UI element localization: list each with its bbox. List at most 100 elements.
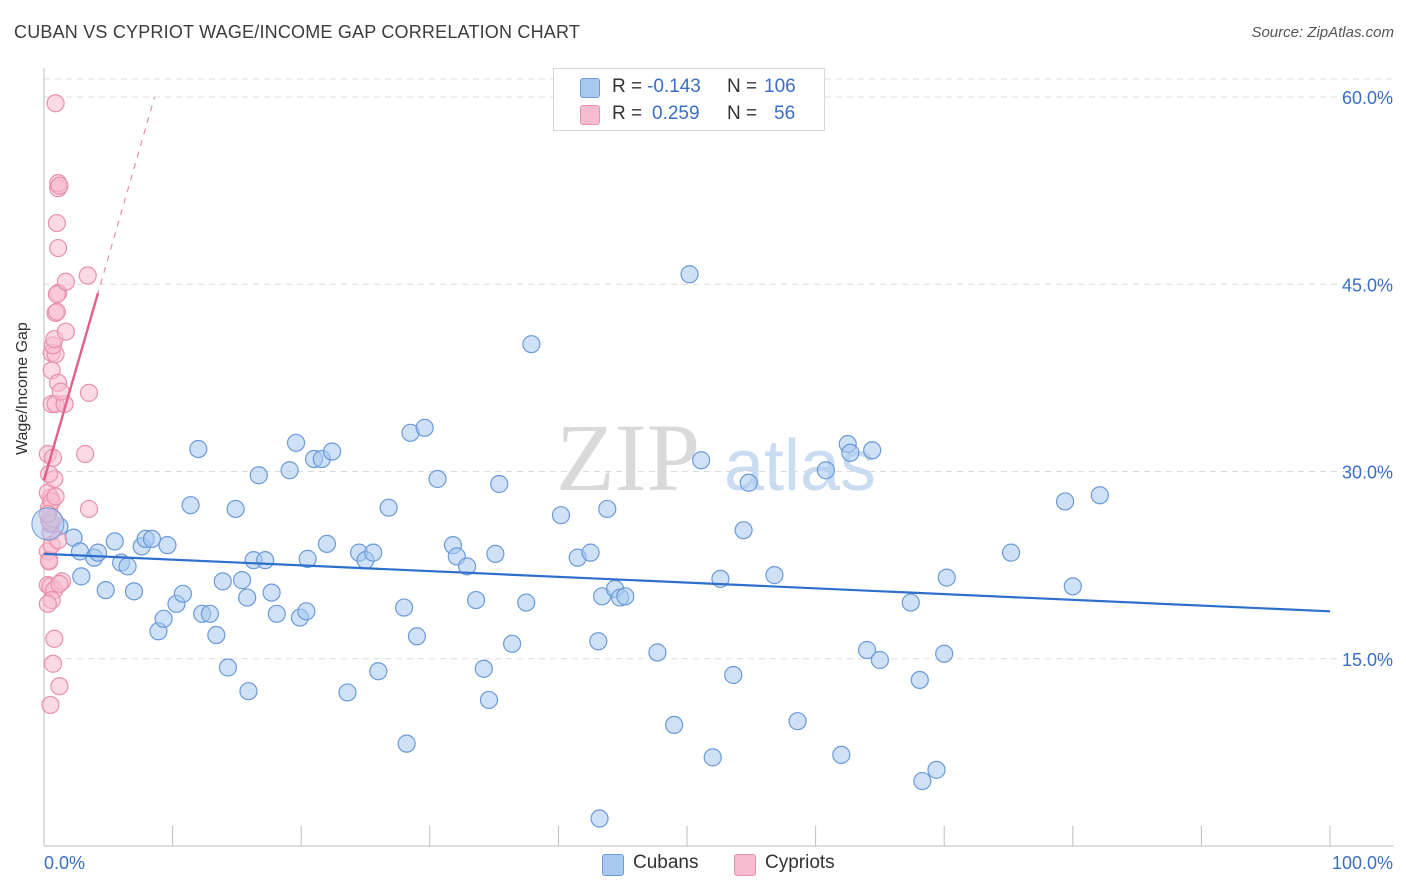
r-label: R = <box>612 76 643 97</box>
cypriots-point <box>47 213 66 233</box>
cubans-point <box>901 593 920 612</box>
cubans-point <box>648 643 667 662</box>
cubans-point <box>256 551 275 570</box>
n-label: N = <box>727 103 758 124</box>
cubans-point <box>407 627 427 646</box>
cubans-point <box>96 580 115 600</box>
cubans-point <box>927 760 946 779</box>
cypriots-point <box>79 499 99 519</box>
cubans-point <box>364 543 383 562</box>
cypriots-trend-line <box>42 292 100 481</box>
legend-item-cubans[interactable]: Cubans <box>600 851 710 877</box>
cubans-point <box>338 683 357 702</box>
cubans-point <box>428 469 447 489</box>
cubans-point <box>369 662 388 681</box>
stats-row-cypriots: R = 0.259 N = 56 <box>554 101 824 127</box>
cypriots-point <box>76 444 95 464</box>
cubans-point <box>841 443 860 462</box>
cypriots-point <box>79 383 99 402</box>
trend-lines <box>42 96 1331 613</box>
cubans-point <box>173 584 192 603</box>
cypriots-point <box>47 302 66 321</box>
cubans-point <box>616 587 635 606</box>
cubans-point <box>788 712 807 731</box>
cubans-point <box>72 567 91 586</box>
cubans-point <box>280 461 299 480</box>
cubans-point <box>124 582 144 601</box>
cubans-point <box>105 532 124 551</box>
cubans-point <box>589 632 608 651</box>
cypriots-point <box>45 629 64 648</box>
y-tick-label: 45.0% <box>1342 275 1393 295</box>
r-label: R = <box>612 103 643 124</box>
cubans-point <box>870 650 890 670</box>
cubans-point <box>249 466 268 485</box>
cypriots-point <box>50 677 69 696</box>
y-tick-label: 60.0% <box>1342 88 1393 108</box>
cubans-point <box>692 451 711 470</box>
cubans-point <box>379 498 398 517</box>
cubans-point <box>490 474 509 494</box>
cubans-point <box>734 521 753 540</box>
cubans-point <box>181 496 200 515</box>
cypriots-point <box>46 94 65 113</box>
stats-legend: R = -0.143 N = 106 R = 0.259 N = 56 <box>553 68 825 131</box>
cubans-point <box>158 536 177 555</box>
cubans-point <box>910 670 929 690</box>
cubans-point <box>189 439 208 459</box>
cubans-point <box>415 418 434 437</box>
chart-title: CUBAN VS CYPRIOT WAGE/INCOME GAP CORRELA… <box>14 22 581 42</box>
cubans-r-value: -0.143 <box>647 76 701 97</box>
cubans-point <box>486 544 505 563</box>
cubans-swatch <box>580 78 600 98</box>
cubans-point <box>551 506 571 525</box>
y-tick-label: 30.0% <box>1342 463 1393 483</box>
cubans-point <box>232 571 252 590</box>
cubans-n-value: 106 <box>764 76 796 97</box>
cypriots-point <box>41 695 60 715</box>
cubans-point <box>765 566 784 585</box>
cubans-point <box>207 625 226 645</box>
cubans-point <box>581 543 600 562</box>
cubans-point <box>154 609 173 628</box>
cubans-point <box>1055 492 1075 511</box>
cubans-point <box>1063 577 1082 596</box>
watermark-zip: ZIP <box>556 404 700 511</box>
tick-labels: 15.0% 30.0% 45.0% 60.0% 0.0% 100.0% <box>44 88 1393 873</box>
x-tick-label-max: 100.0% <box>1332 853 1393 873</box>
cubans-point <box>322 442 342 461</box>
x-tick-label-min: 0.0% <box>44 853 85 873</box>
cubans-point <box>503 634 522 653</box>
cypriots-point <box>50 574 69 593</box>
legend-item-cypriots[interactable]: Cypriots <box>732 851 852 877</box>
cubans-point <box>297 602 316 621</box>
cubans-point <box>598 499 617 519</box>
cypriots-point <box>56 322 75 341</box>
cubans-point <box>142 529 162 549</box>
watermark: ZIP atlas <box>556 404 876 511</box>
cubans-point <box>317 534 337 554</box>
cubans-point <box>739 473 758 492</box>
cypriots-r-value: 0.259 <box>652 103 700 124</box>
cypriots-legend-swatch <box>734 854 756 876</box>
cubans-point <box>213 572 232 591</box>
cubans-point <box>665 715 684 735</box>
cubans-point <box>239 682 258 701</box>
cubans-point <box>935 644 954 663</box>
cubans-point <box>703 748 722 767</box>
cubans-point <box>474 659 493 678</box>
cypriots-point <box>50 176 69 195</box>
cypriots-swatch <box>580 105 600 125</box>
cubans-point <box>267 604 286 623</box>
cubans-point <box>832 745 851 764</box>
y-axis-label: Wage/Income Gap <box>14 322 31 455</box>
cubans-point <box>466 590 486 610</box>
cubans-point <box>680 265 699 284</box>
cubans-point <box>1001 543 1021 562</box>
cubans-point <box>118 557 137 576</box>
cubans-point <box>200 604 219 623</box>
y-tick-label: 15.0% <box>1342 650 1393 670</box>
cypriots-point <box>56 272 75 291</box>
cubans-point <box>262 583 281 602</box>
